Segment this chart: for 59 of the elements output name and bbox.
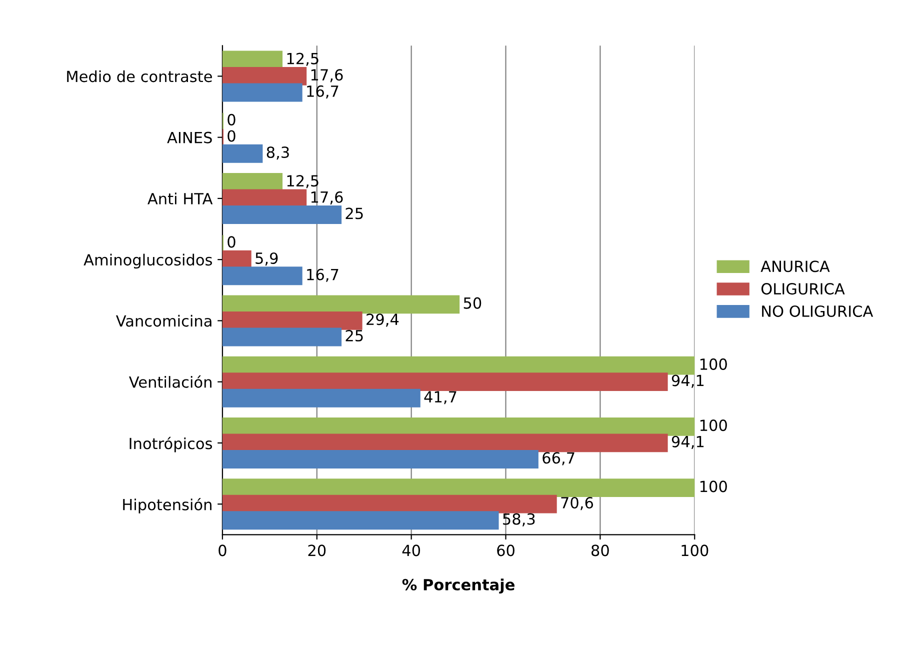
y-tick-label: Hipotensión bbox=[123, 498, 212, 514]
data-label: 25 bbox=[346, 208, 363, 220]
x-tick-label: 80 bbox=[592, 544, 609, 556]
data-label: 94,1 bbox=[672, 374, 704, 388]
x-tick-label: 40 bbox=[402, 544, 420, 556]
legend-label: NO OLIGURICA bbox=[762, 305, 874, 317]
y-tick-label: Vancomicina bbox=[116, 314, 212, 327]
data-label: 5,9 bbox=[256, 252, 278, 266]
bar bbox=[222, 450, 538, 468]
legend-label: ANURICA bbox=[760, 260, 830, 272]
data-label: 17,6 bbox=[311, 69, 343, 82]
data-label: 50 bbox=[464, 297, 482, 309]
bar bbox=[222, 417, 695, 436]
bar bbox=[222, 50, 283, 70]
data-label: 8,3 bbox=[266, 146, 289, 160]
y-tick-label: Anti HTA bbox=[148, 192, 213, 204]
data-label: 16,7 bbox=[307, 268, 338, 282]
data-label: 100 bbox=[700, 420, 727, 432]
bar bbox=[222, 67, 307, 86]
y-tick-label: Aminoglucosidos bbox=[84, 254, 212, 269]
bar bbox=[222, 312, 362, 330]
data-label: 0 bbox=[228, 236, 236, 248]
bar bbox=[222, 328, 342, 346]
bar bbox=[222, 478, 695, 497]
bar bbox=[222, 372, 668, 392]
bar bbox=[222, 83, 302, 102]
x-tick-label: 60 bbox=[497, 544, 514, 556]
x-axis-title: % Porcentaje bbox=[402, 578, 514, 594]
data-label: 70,6 bbox=[561, 496, 594, 510]
x-tick-label: 0 bbox=[218, 544, 226, 556]
legend-label: OLIGURICA bbox=[761, 283, 845, 295]
data-label: 12,5 bbox=[287, 52, 318, 66]
bar bbox=[222, 511, 499, 530]
data-label: 94,1 bbox=[672, 436, 704, 449]
y-tick-label: Inotrópicos bbox=[130, 436, 212, 452]
data-label: 29,4 bbox=[366, 314, 399, 327]
data-label: 41,7 bbox=[424, 391, 456, 404]
y-tick-label: AINES bbox=[167, 132, 212, 144]
bar bbox=[222, 295, 460, 314]
data-label: 17,6 bbox=[311, 191, 343, 204]
y-tick-label: Ventilación bbox=[128, 375, 212, 388]
data-label: 16,7 bbox=[307, 85, 338, 98]
x-tick-label: 20 bbox=[308, 544, 326, 556]
data-label: 58,3 bbox=[503, 513, 535, 526]
bar bbox=[222, 434, 668, 452]
data-label: 100 bbox=[700, 358, 727, 370]
bar bbox=[222, 144, 263, 163]
data-label: 66,7 bbox=[542, 452, 574, 466]
data-label: 25 bbox=[346, 330, 363, 342]
bar bbox=[222, 172, 283, 192]
x-tick-label: 100 bbox=[682, 544, 708, 556]
data-label: 0 bbox=[228, 114, 236, 126]
data-label: 12,5 bbox=[287, 175, 318, 188]
bar bbox=[222, 266, 302, 286]
y-tick-label: Medio de contraste bbox=[67, 70, 212, 82]
data-label: 100 bbox=[700, 480, 727, 492]
bar bbox=[222, 388, 420, 408]
bar bbox=[222, 206, 342, 224]
data-label: 0 bbox=[228, 130, 236, 142]
